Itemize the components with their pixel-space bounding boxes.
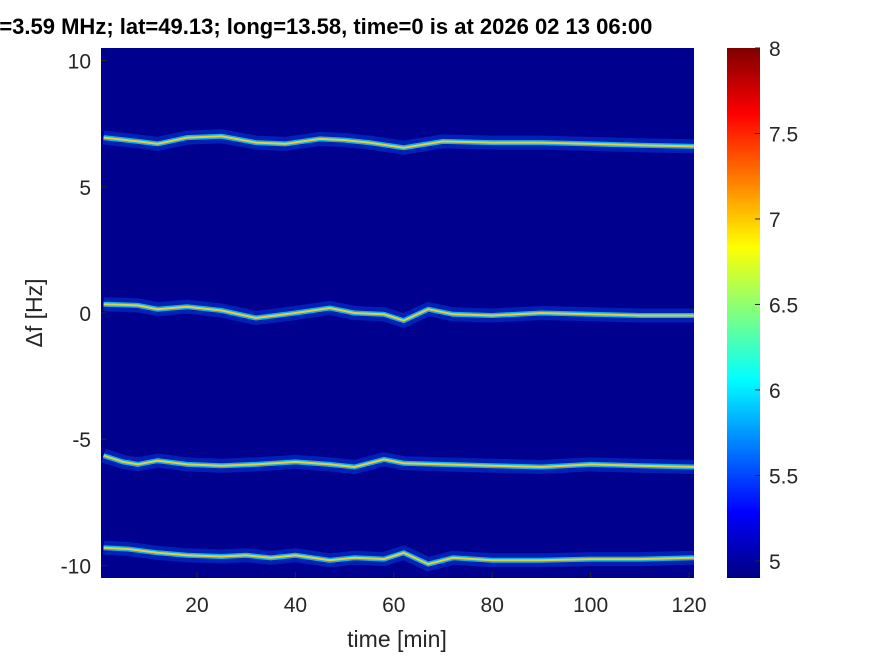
y-tick-label: 10: [68, 51, 91, 74]
x-axis-label: time [min]: [347, 626, 447, 652]
colorbar-tick-label: 7.5: [769, 123, 798, 146]
trace-core-1: [103, 303, 694, 322]
y-tick-label: -10: [61, 555, 91, 578]
y-axis-ticks: 10 5 0 -5 -10: [61, 51, 107, 578]
colorbar-tick-label: 5.5: [769, 465, 798, 488]
colorbar-tick-label: 5: [769, 551, 781, 574]
signal-traces: [101, 129, 694, 572]
chart-title: f=3.59 MHz; lat=49.13; long=13.58, time=…: [0, 14, 653, 39]
trace-core-2: [103, 454, 694, 469]
y-tick-label: 5: [79, 177, 91, 200]
colorbar-tick-label: 6.5: [769, 294, 798, 317]
x-tick-label: 20: [185, 594, 208, 617]
colorbar-tick-label: 6: [769, 380, 781, 403]
x-tick-label: 100: [573, 594, 608, 617]
x-tick-label: 80: [481, 594, 504, 617]
colorbar-tick-label: 7: [769, 209, 781, 232]
x-tick-label: 40: [284, 594, 307, 617]
colorbar: [727, 48, 760, 578]
x-tick-label: 60: [382, 594, 405, 617]
y-tick-label: 0: [79, 303, 91, 326]
y-axis-label: Δf [Hz]: [21, 278, 47, 347]
colorbar-tick-label: 8: [769, 38, 781, 61]
x-tick-label: 120: [672, 594, 707, 617]
trace-core-0: [103, 135, 694, 149]
x-axis-ticks: 20 40 60 80 100 120: [185, 572, 707, 617]
trace-core-3: [103, 546, 694, 566]
y-tick-label: -5: [72, 429, 91, 452]
colorbar-ticks: 8 7.5 7 6.5 6 5.5 5: [755, 38, 798, 574]
